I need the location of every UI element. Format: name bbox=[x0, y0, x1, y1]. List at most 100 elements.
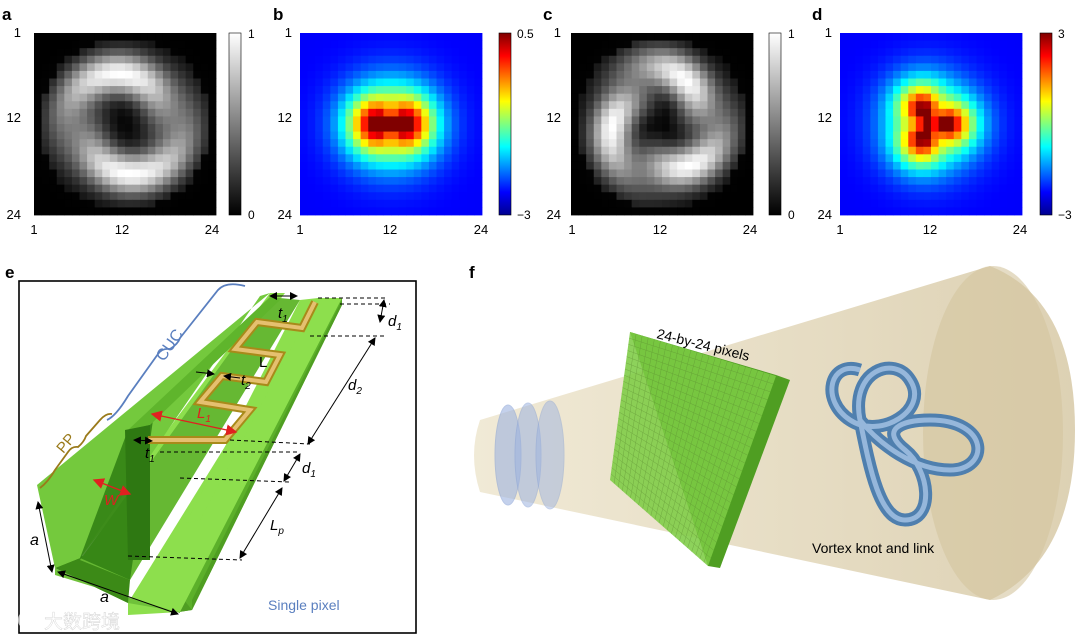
heatmap-cell bbox=[466, 93, 475, 102]
heatmap-cell bbox=[208, 116, 217, 125]
heatmap-cell bbox=[155, 154, 164, 163]
heatmap-cell bbox=[722, 139, 731, 148]
heatmap-cell bbox=[200, 55, 209, 64]
heatmap-cell bbox=[938, 131, 947, 140]
heatmap-cell bbox=[946, 154, 955, 163]
heatmap-cell bbox=[900, 70, 909, 79]
heatmap-cell bbox=[968, 78, 977, 87]
heatmap-cell bbox=[677, 131, 686, 140]
heatmap-cell bbox=[413, 48, 422, 57]
heatmap-cell bbox=[330, 131, 339, 140]
heatmap-cell bbox=[586, 116, 595, 125]
heatmap-cell bbox=[722, 131, 731, 140]
heatmap-cell bbox=[413, 33, 422, 41]
heatmap-cell bbox=[360, 177, 369, 186]
heatmap-cell bbox=[601, 48, 610, 57]
heatmap-cell bbox=[398, 33, 407, 41]
heatmap-cell bbox=[608, 184, 617, 193]
heatmap-cell bbox=[300, 161, 308, 170]
heatmap-cell bbox=[41, 199, 50, 208]
heatmap-cell bbox=[699, 139, 708, 148]
heatmap-cell bbox=[315, 63, 324, 72]
heatmap-cell bbox=[353, 207, 362, 216]
heatmap-cell bbox=[601, 184, 610, 193]
heatmap-cell bbox=[953, 124, 962, 132]
heatmap-cell bbox=[699, 161, 708, 170]
heatmap-cell bbox=[624, 169, 633, 178]
heatmap-cell bbox=[185, 48, 194, 57]
heatmap-cell bbox=[87, 63, 96, 72]
heatmap-cell bbox=[428, 86, 437, 95]
heatmap-cell bbox=[601, 55, 610, 64]
heatmap-cell bbox=[162, 177, 171, 186]
heatmap-cell bbox=[398, 63, 407, 72]
heatmap-cell bbox=[193, 161, 202, 170]
heatmap-cell bbox=[466, 154, 475, 163]
heatmap-cell bbox=[474, 139, 483, 148]
heatmap-cell bbox=[383, 199, 392, 208]
heatmap-cell bbox=[451, 192, 460, 201]
heatmap-cell bbox=[737, 161, 746, 170]
heatmap-cell bbox=[421, 48, 430, 57]
heatmap-cell bbox=[931, 154, 939, 163]
heatmap-cell bbox=[41, 169, 50, 178]
heatmap-cell bbox=[707, 199, 716, 208]
heatmap-cell bbox=[915, 86, 924, 95]
heatmap-cell bbox=[170, 184, 179, 193]
heatmap-cell bbox=[345, 101, 354, 110]
heatmap-cell bbox=[953, 177, 962, 186]
heatmap-cell bbox=[79, 78, 88, 87]
heatmap-cell bbox=[722, 177, 731, 186]
heatmap-cell bbox=[391, 48, 399, 57]
heatmap-cell bbox=[862, 139, 871, 148]
pixel-grid-line bbox=[612, 461, 717, 543]
heatmap-cell bbox=[662, 55, 670, 64]
heatmap-cell bbox=[87, 139, 96, 148]
heatmap-cell bbox=[79, 48, 88, 57]
heatmap-cell bbox=[684, 207, 693, 216]
heatmap-cell bbox=[368, 131, 377, 140]
heatmap-cell bbox=[41, 161, 50, 170]
heatmap-cell bbox=[178, 184, 187, 193]
heatmap-cell bbox=[208, 124, 217, 132]
heatmap-cell bbox=[185, 101, 194, 110]
heatmap-cell bbox=[885, 63, 894, 72]
panel-a: a 1 12 24 1 12 24 1 0 bbox=[2, 5, 255, 237]
heatmap-cell bbox=[337, 124, 346, 132]
heatmap-cell bbox=[608, 154, 617, 163]
heatmap-cell bbox=[684, 116, 693, 125]
heatmap-cell bbox=[840, 70, 848, 79]
heatmap-cell bbox=[737, 192, 746, 201]
heatmap-cell bbox=[436, 124, 445, 132]
heatmap-cell bbox=[79, 116, 88, 125]
heatmap-cell bbox=[459, 70, 468, 79]
heatmap-cell bbox=[946, 161, 955, 170]
heatmap-cell bbox=[49, 108, 58, 117]
heatmap-cell bbox=[684, 101, 693, 110]
heatmap-cell bbox=[391, 199, 399, 208]
heatmap-cell bbox=[117, 63, 126, 72]
heatmap-cell bbox=[999, 55, 1008, 64]
heatmap-cell bbox=[140, 124, 149, 132]
heatmap-cell bbox=[391, 33, 399, 41]
heatmap-cell bbox=[1006, 199, 1015, 208]
heatmap-cell bbox=[877, 33, 886, 41]
heatmap-cell bbox=[984, 70, 993, 79]
heatmap-cell bbox=[1006, 116, 1015, 125]
heatmap-cell bbox=[624, 116, 633, 125]
heatmap-cell bbox=[968, 192, 977, 201]
heatmap-cell bbox=[162, 199, 171, 208]
heatmap-cell bbox=[692, 116, 701, 125]
heatmap-cell bbox=[601, 101, 610, 110]
heatmap-cell bbox=[677, 55, 686, 64]
heatmap-cell bbox=[646, 78, 655, 87]
heatmap-cell bbox=[593, 108, 602, 117]
heatmap-cell bbox=[654, 184, 663, 193]
heatmap-cell bbox=[353, 93, 362, 102]
heatmap-cell bbox=[125, 124, 133, 132]
heatmap-cell bbox=[855, 139, 864, 148]
heatmap-cell bbox=[428, 139, 437, 148]
heatmap-cell bbox=[360, 146, 369, 155]
heatmap-cell bbox=[692, 131, 701, 140]
heatmap-cell bbox=[991, 161, 1000, 170]
